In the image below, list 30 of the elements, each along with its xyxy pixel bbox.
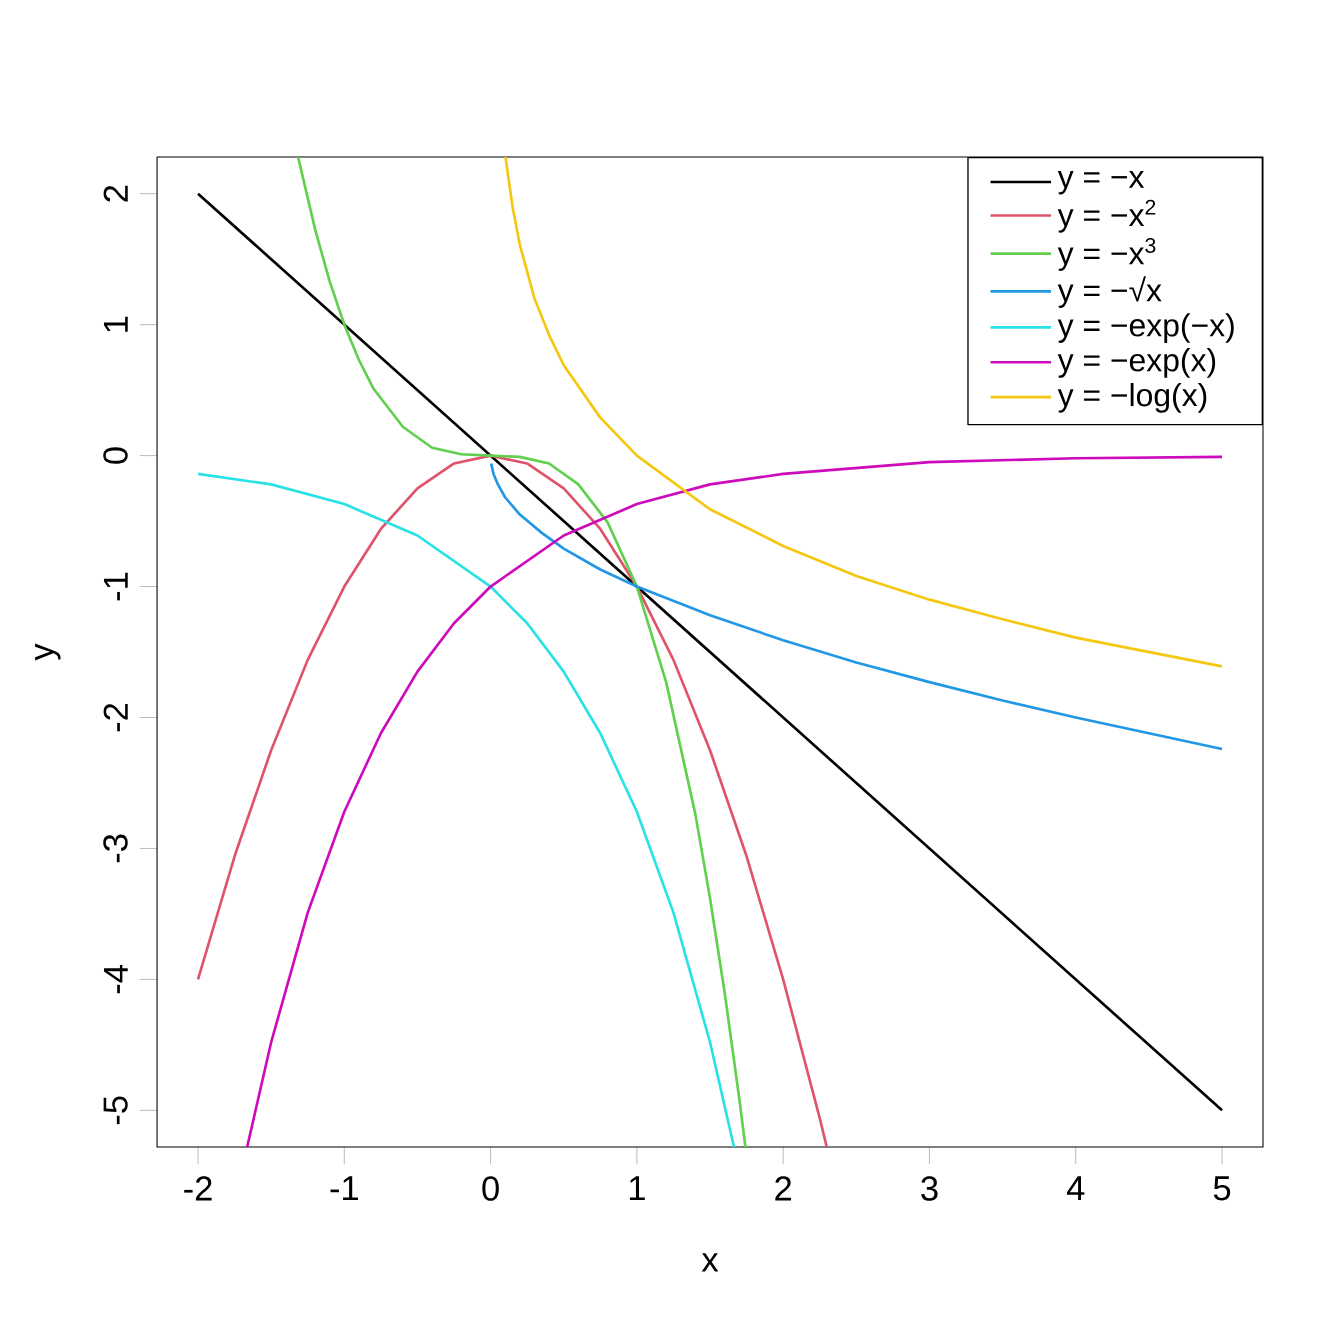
y-tick-label: -3 [103,834,128,863]
x-tick-label: -1 [330,1176,358,1201]
legend-label: y = −log(x) [1057,383,1207,413]
legend-label: y = −exp(−x) [1057,313,1234,343]
legend-label: y = −x$^{2}$ [1057,199,1156,233]
y-axis-title: y [35,643,61,661]
y-tick-label: -2 [103,703,128,732]
x-tick-label: 4 [1066,1176,1085,1201]
x-axis-title: x [701,1253,719,1272]
y-tick-label: 0 [103,447,128,464]
line-series [489,462,1224,751]
line-series [196,472,736,1148]
x-tick-label: 5 [1213,1176,1231,1201]
x-tick-label: 2 [775,1176,792,1201]
x-tick-label: 1 [629,1176,645,1201]
y-tick-label: -1 [103,572,128,601]
legend-label: y = −√x [1057,276,1162,308]
line-series [245,455,1224,1148]
legend-label: y = −x$^{3}$ [1057,237,1156,271]
x-tick-label: 3 [921,1176,938,1201]
y-tick-label: -4 [103,965,128,994]
line-series [296,157,747,1148]
x-tick-label: 0 [482,1176,499,1201]
x-tick-label: -2 [184,1176,212,1201]
line-series [196,454,829,1148]
y-tick-label: 1 [103,316,128,332]
y-tick-label: -5 [103,1096,128,1125]
legend-label: y = −exp(x) [1057,348,1216,378]
legend-label: y = −x [1057,171,1145,195]
y-tick-label: 2 [103,185,128,202]
